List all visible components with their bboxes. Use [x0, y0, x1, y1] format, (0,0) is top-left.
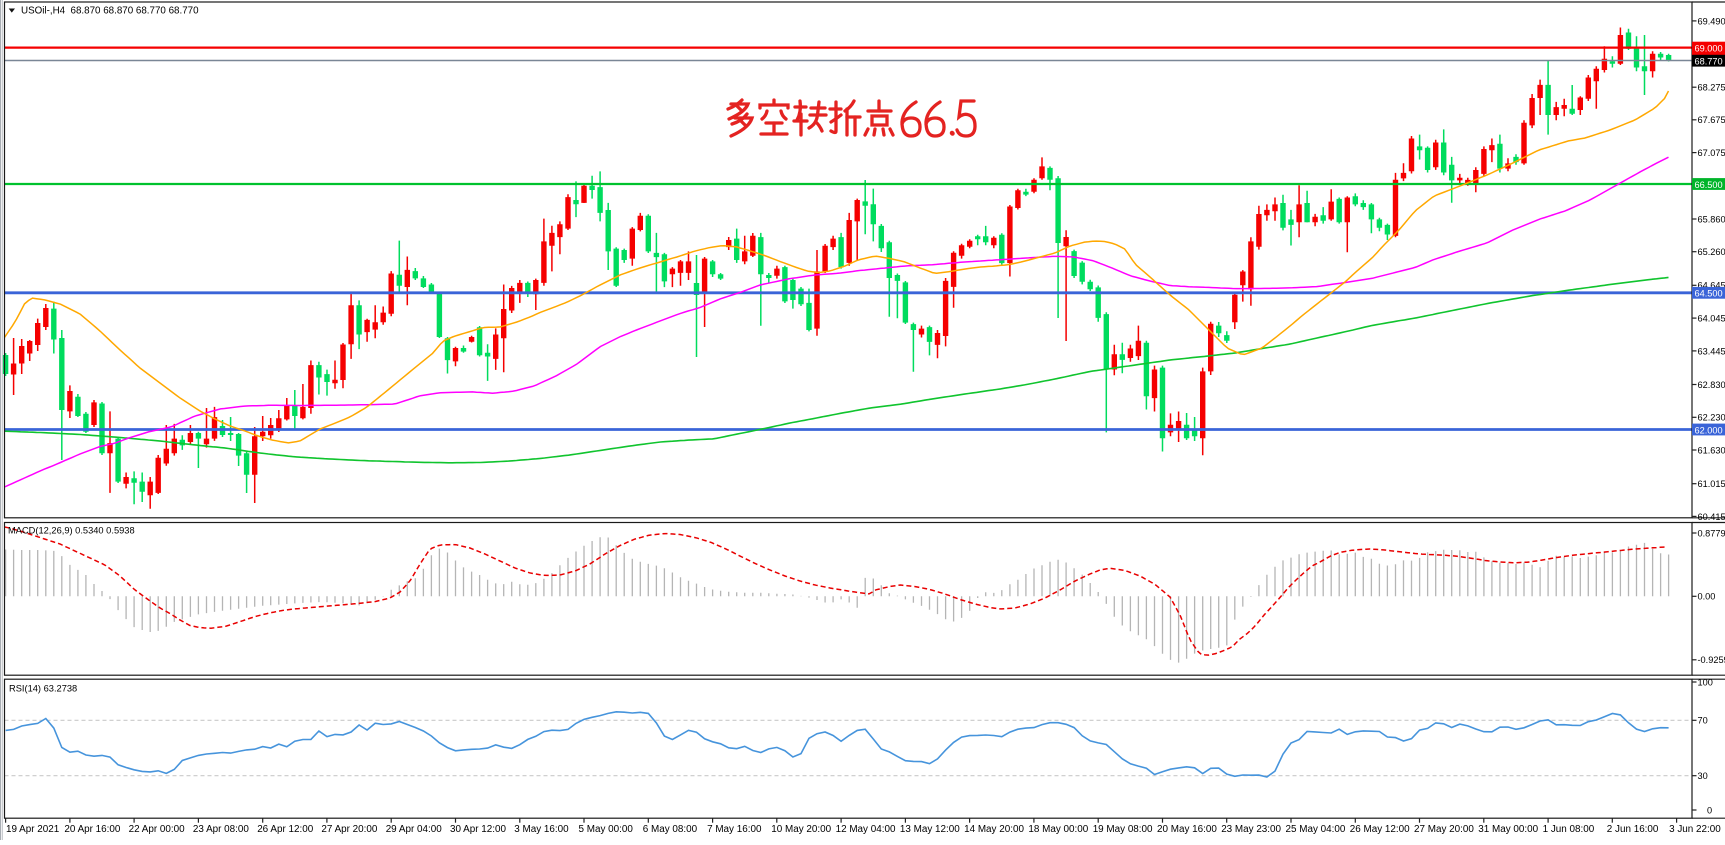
- svg-text:22 Apr 00:00: 22 Apr 00:00: [129, 824, 186, 835]
- svg-text:0.00: 0.00: [1698, 592, 1716, 602]
- svg-text:23 Apr 08:00: 23 Apr 08:00: [193, 824, 250, 835]
- svg-text:18 May 00:00: 18 May 00:00: [1028, 824, 1088, 835]
- svg-text:27 May 20:00: 27 May 20:00: [1414, 824, 1474, 835]
- svg-text:1 Jun 08:00: 1 Jun 08:00: [1543, 824, 1595, 835]
- svg-text:70: 70: [1698, 716, 1708, 726]
- svg-text:20 May 16:00: 20 May 16:00: [1157, 824, 1217, 835]
- svg-text:69.000: 69.000: [1695, 43, 1723, 53]
- svg-text:69.490: 69.490: [1698, 16, 1725, 26]
- svg-text:65.860: 65.860: [1698, 214, 1725, 224]
- svg-text:62.000: 62.000: [1695, 425, 1723, 435]
- svg-text:USOil-,H4 68.870 68.870 68.77: USOil-,H4 68.870 68.870 68.770 68.770: [21, 6, 199, 17]
- svg-text:67.075: 67.075: [1698, 148, 1725, 158]
- svg-text:7 May 16:00: 7 May 16:00: [707, 824, 762, 835]
- svg-text:13 May 12:00: 13 May 12:00: [900, 824, 960, 835]
- svg-text:3 May 16:00: 3 May 16:00: [514, 824, 569, 835]
- svg-text:20 Apr 16:00: 20 Apr 16:00: [64, 824, 121, 835]
- svg-text:RSI(14) 63.2738: RSI(14) 63.2738: [9, 684, 77, 694]
- svg-text:63.445: 63.445: [1698, 346, 1725, 356]
- svg-text:6 May 08:00: 6 May 08:00: [643, 824, 698, 835]
- svg-text:100: 100: [1698, 677, 1713, 687]
- svg-text:14 May 20:00: 14 May 20:00: [964, 824, 1024, 835]
- svg-text:12 May 04:00: 12 May 04:00: [836, 824, 896, 835]
- svg-text:23 May 23:00: 23 May 23:00: [1221, 824, 1281, 835]
- svg-text:19 May 08:00: 19 May 08:00: [1093, 824, 1153, 835]
- svg-text:30: 30: [1698, 771, 1708, 781]
- svg-text:62.230: 62.230: [1698, 413, 1725, 423]
- svg-text:60.415: 60.415: [1698, 512, 1725, 522]
- svg-text:19 Apr 2021: 19 Apr 2021: [6, 824, 60, 835]
- svg-text:62.830: 62.830: [1698, 380, 1725, 390]
- svg-text:65.260: 65.260: [1698, 247, 1725, 257]
- svg-text:30 Apr 12:00: 30 Apr 12:00: [450, 824, 507, 835]
- svg-text:68.770: 68.770: [1695, 57, 1723, 67]
- svg-text:64.045: 64.045: [1698, 314, 1725, 324]
- svg-text:3 Jun 22:00: 3 Jun 22:00: [1669, 824, 1721, 835]
- svg-text:10 May 20:00: 10 May 20:00: [771, 824, 831, 835]
- svg-text:25 May 04:00: 25 May 04:00: [1286, 824, 1346, 835]
- svg-text:0: 0: [1707, 805, 1712, 815]
- svg-text:0.8779: 0.8779: [1698, 528, 1725, 538]
- svg-text:2 Jun 16:00: 2 Jun 16:00: [1607, 824, 1659, 835]
- svg-text:26 May 12:00: 26 May 12:00: [1350, 824, 1410, 835]
- svg-text:68.275: 68.275: [1698, 83, 1725, 93]
- svg-text:5 May 00:00: 5 May 00:00: [579, 824, 634, 835]
- svg-text:64.500: 64.500: [1695, 289, 1723, 299]
- svg-text:27 Apr 20:00: 27 Apr 20:00: [321, 824, 378, 835]
- svg-text:26 Apr 12:00: 26 Apr 12:00: [257, 824, 314, 835]
- svg-text:-0.9259: -0.9259: [1698, 655, 1725, 665]
- svg-text:MACD(12,26,9) 0.5340 0.5938: MACD(12,26,9) 0.5340 0.5938: [8, 526, 135, 536]
- svg-text:61.630: 61.630: [1698, 445, 1725, 455]
- svg-text:31 May 00:00: 31 May 00:00: [1478, 824, 1538, 835]
- svg-text:61.015: 61.015: [1698, 479, 1725, 489]
- svg-text:66.500: 66.500: [1695, 180, 1723, 190]
- svg-text:67.675: 67.675: [1698, 115, 1725, 125]
- svg-text:29 Apr 04:00: 29 Apr 04:00: [386, 824, 443, 835]
